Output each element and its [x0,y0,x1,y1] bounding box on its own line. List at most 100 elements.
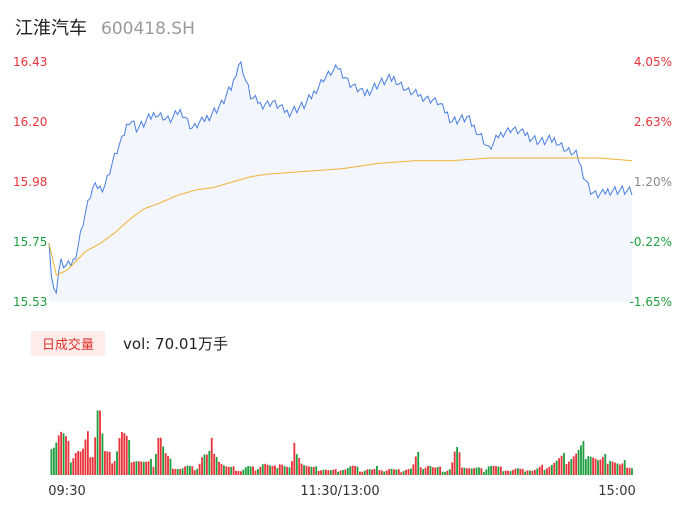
volume-bar [329,470,332,475]
volume-bar [412,464,415,475]
volume-bar [342,470,344,475]
volume-bar [315,466,318,475]
volume-bar [113,461,116,475]
volume-bar [283,466,286,475]
volume-bar [179,469,182,475]
volume-bar [305,465,308,475]
volume-bar [208,450,211,475]
volume-bar [446,470,449,475]
volume-bar [402,471,405,475]
volume-bar [72,458,75,475]
volume-bar [108,451,111,475]
x-axis: 09:30 11:30/13:00 15:00 [48,484,635,499]
volume-bar [550,464,553,475]
volume-bar [264,463,267,475]
volume-bar [456,447,459,475]
volume-bar [237,471,240,475]
volume-bar [614,462,616,475]
volume-bar [499,466,502,475]
volume-bar [69,462,72,475]
y-tick-right: 1.20% [634,175,672,189]
volume-bar [201,457,203,475]
volume-bar [111,463,114,475]
volume-bar [254,470,257,475]
volume-bar [621,463,624,475]
volume-bar [395,469,398,475]
volume-bar [533,469,536,475]
volume-bar [419,467,422,475]
volume-bar [198,463,201,475]
volume-bar [560,455,563,475]
volume-bar [227,466,230,475]
volume-bar [249,466,252,475]
volume-bar [356,466,359,475]
volume-bar [529,470,531,475]
volume-bar [354,466,356,475]
volume-tab[interactable]: 日成交量 [31,331,106,356]
volume-bar [575,453,578,475]
volume-bar [623,460,626,475]
volume-bar [171,468,174,475]
volume-bar [269,465,271,475]
volume-bar [512,470,514,475]
volume-bar [322,469,325,475]
volume-bar [57,435,60,475]
y-tick-right: 4.05% [634,55,672,69]
volume-bar [514,468,517,475]
volume-bar [65,436,67,475]
volume-bar [164,453,167,475]
volume-bar [344,469,347,475]
volume-bar [339,470,342,475]
volume-bar [548,466,551,475]
volume-bar [453,451,456,475]
volume-bar [524,471,527,475]
volume-bar [407,469,410,475]
volume-bar [519,468,522,475]
volume-bar [628,467,631,475]
volume-bar [558,458,561,475]
volume-bar [495,466,497,475]
y-tick-right: -0.22% [630,235,672,249]
volume-bar [597,460,599,475]
volume-bar [439,466,441,475]
volume-bar [116,451,118,475]
avg-price-line [48,157,633,276]
volume-bar [312,466,315,475]
volume-bar [536,468,539,475]
volume-bar [592,457,595,475]
volume-bar [133,461,135,475]
volume-bar [96,410,99,475]
volume-bar [242,469,245,475]
volume-bar [288,467,291,475]
volume-summary: vol: 70.01万手 [123,335,229,353]
volume-bar [436,466,439,475]
volume-bar [482,472,485,475]
volume-bar [325,469,327,475]
y-axis-left: 16.43 16.20 15.98 15.75 15.53 [13,55,47,309]
volume-bar [448,469,451,475]
volume-bar [390,468,393,475]
volume-bar [281,464,284,475]
volume-bar [176,469,179,475]
volume-bar [327,470,330,475]
volume-bar [334,469,337,475]
volume-bar [405,469,407,475]
price-line-layer [48,60,633,295]
volume-bar [162,446,165,475]
volume-bar [332,469,335,475]
volume-bar [308,466,310,475]
volume-bar [480,468,483,475]
volume-bar [191,466,194,475]
volume-bar [584,459,587,475]
volume-bar [570,459,573,475]
volume-bar [487,466,490,475]
volume-bar [225,466,228,475]
volume-bar [361,471,364,475]
volume-bar [417,451,420,475]
volume-bar [388,469,390,475]
volume-bar [349,466,352,475]
volume-bar [278,464,281,475]
volume-bar [473,468,476,475]
volume-bar [142,461,145,475]
volume-bar [67,440,70,475]
